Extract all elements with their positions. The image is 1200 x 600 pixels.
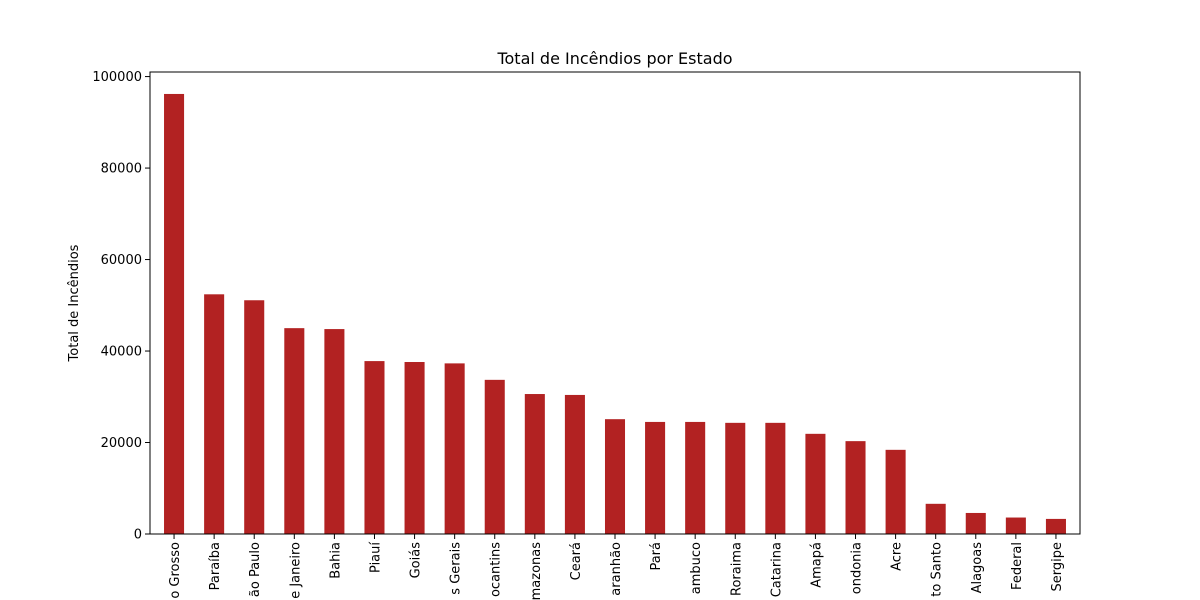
- x-tick-label: Paraíba: [208, 542, 223, 590]
- x-tick-label: Sergipe: [1050, 542, 1065, 591]
- x-tick-label: Goiás: [409, 542, 424, 579]
- bar: [1045, 518, 1066, 534]
- x-tick-label: to Santo: [930, 542, 945, 597]
- bar: [965, 512, 986, 534]
- x-tick-label: Roraima: [729, 542, 744, 596]
- bar: [284, 328, 305, 534]
- x-tick-label: Alagoas: [970, 542, 985, 594]
- x-tick-label: mazonas: [529, 542, 544, 600]
- x-tick-label: Acre: [890, 542, 905, 571]
- x-tick-label: ocantins: [489, 542, 504, 597]
- x-tick-label: ondonia: [850, 542, 865, 594]
- x-tick-label: Pará: [649, 542, 664, 571]
- y-tick-label: 20000: [101, 436, 142, 451]
- bar: [925, 503, 946, 534]
- bar: [725, 422, 746, 534]
- bar: [244, 300, 265, 534]
- bar: [564, 394, 585, 534]
- y-tick-label: 0: [134, 528, 142, 543]
- y-tick-label: 60000: [101, 253, 142, 268]
- bar: [805, 433, 826, 534]
- x-tick-label: aranhão: [609, 542, 624, 596]
- bar: [685, 421, 706, 534]
- bar: [604, 419, 626, 534]
- bar: [484, 379, 505, 534]
- bar: [364, 361, 385, 534]
- bar: [404, 362, 425, 534]
- plot-frame: [149, 71, 1081, 535]
- chart-title: Total de Incêndios por Estado: [496, 49, 732, 68]
- bar: [1005, 517, 1026, 534]
- x-tick-label: Amapá: [809, 542, 824, 588]
- x-tick-label: ão Paulo: [248, 542, 263, 597]
- bar: [885, 449, 906, 534]
- x-tick-label: s Gerais: [449, 542, 464, 595]
- y-tick-label: 100000: [92, 70, 142, 85]
- bar: [845, 441, 866, 534]
- x-tick-label: Catarina: [769, 542, 784, 597]
- y-axis-ticks: 0 20000 40000 60000 80000 100000: [92, 70, 150, 543]
- x-tick-label: Piauí: [368, 542, 383, 573]
- bar: [204, 294, 225, 534]
- x-tick-label: Federal: [1010, 542, 1025, 590]
- bar: [444, 363, 465, 534]
- bar: [645, 421, 666, 534]
- y-tick-label: 40000: [101, 345, 142, 360]
- x-axis-ticks: o Grosso Paraíba ão Paulo e Janeiro Bahia Pia…: [168, 534, 1065, 600]
- y-tick-label: 80000: [101, 162, 142, 177]
- bar: [324, 329, 345, 534]
- bar: [164, 93, 185, 535]
- bar: [765, 422, 786, 534]
- x-tick-label: e Janeiro: [288, 542, 303, 599]
- x-tick-label: Bahia: [328, 542, 343, 579]
- bars: [164, 93, 1066, 535]
- y-axis-label: Total de Incêndios: [67, 244, 82, 362]
- x-tick-label: ambuco: [689, 542, 704, 594]
- x-tick-label: o Grosso: [168, 542, 183, 599]
- x-tick-label: Ceará: [569, 542, 584, 580]
- bar: [524, 394, 545, 534]
